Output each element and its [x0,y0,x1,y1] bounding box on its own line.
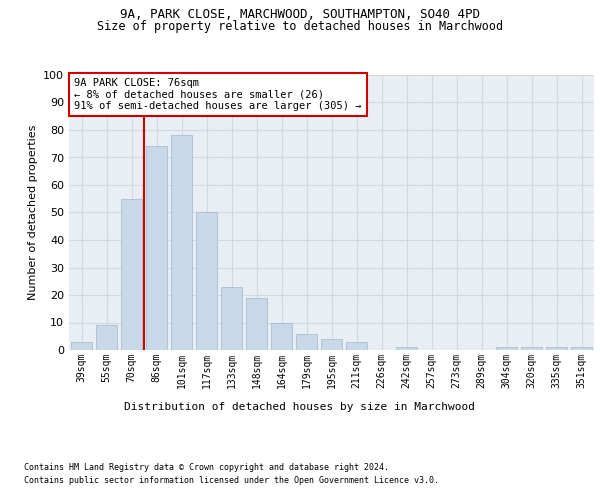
Text: 9A PARK CLOSE: 76sqm
← 8% of detached houses are smaller (26)
91% of semi-detach: 9A PARK CLOSE: 76sqm ← 8% of detached ho… [74,78,362,111]
Bar [146,146,167,350]
Text: Distribution of detached houses by size in Marchwood: Distribution of detached houses by size … [125,402,476,412]
Bar [221,287,242,350]
Bar [246,298,267,350]
Bar [546,347,567,350]
Bar [521,347,542,350]
Text: Size of property relative to detached houses in Marchwood: Size of property relative to detached ho… [97,20,503,33]
Bar [346,342,367,350]
Bar [321,339,342,350]
Bar [71,342,92,350]
Bar [96,325,117,350]
Bar [271,322,292,350]
Bar [196,212,217,350]
Bar [396,347,417,350]
Y-axis label: Number of detached properties: Number of detached properties [28,125,38,300]
Bar [121,198,142,350]
Bar [496,347,517,350]
Text: Contains public sector information licensed under the Open Government Licence v3: Contains public sector information licen… [24,476,439,485]
Bar [571,347,592,350]
Text: Contains HM Land Registry data © Crown copyright and database right 2024.: Contains HM Land Registry data © Crown c… [24,462,389,471]
Bar [171,136,192,350]
Bar [296,334,317,350]
Text: 9A, PARK CLOSE, MARCHWOOD, SOUTHAMPTON, SO40 4PD: 9A, PARK CLOSE, MARCHWOOD, SOUTHAMPTON, … [120,8,480,20]
